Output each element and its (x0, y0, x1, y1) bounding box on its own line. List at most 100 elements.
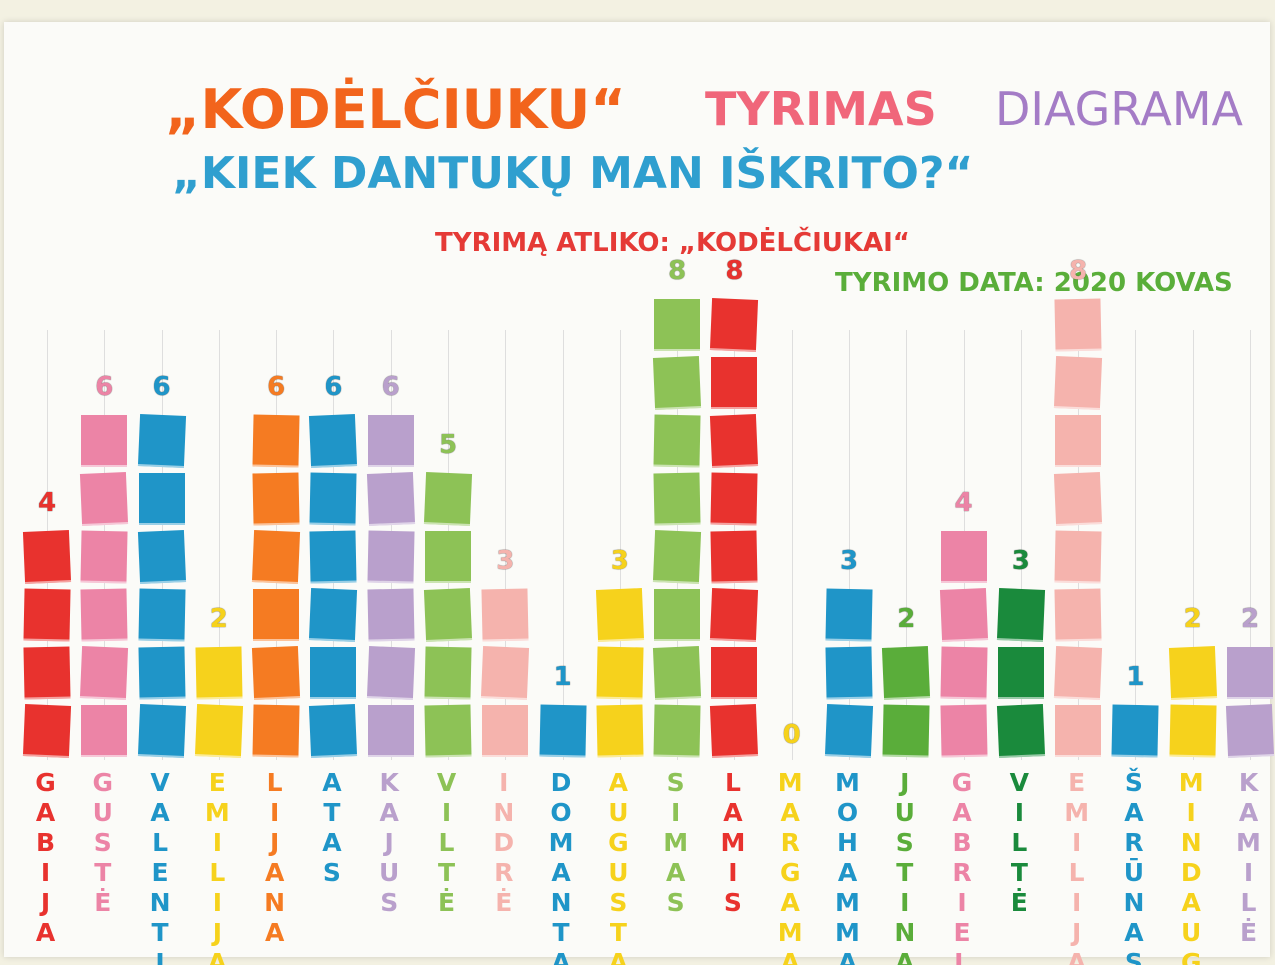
tooth-square (711, 473, 758, 526)
value-label: 4 (27, 488, 67, 518)
bar (941, 528, 987, 760)
tooth-square (711, 531, 758, 584)
tooth-square (1055, 705, 1101, 757)
tooth-square (310, 647, 356, 699)
value-label: 6 (142, 372, 182, 402)
title-part: „KODĖLČIUKU“ (165, 78, 626, 141)
category-label: GUSTĖ (88, 768, 117, 918)
tooth-square (653, 530, 701, 584)
tooth-square (482, 705, 528, 757)
tooth-square (710, 298, 758, 352)
tooth-square (710, 414, 758, 468)
tooth-square (1055, 299, 1102, 352)
tooth-square (1054, 356, 1102, 410)
value-label: 6 (371, 372, 411, 402)
tooth-square (368, 705, 414, 757)
tooth-square (596, 647, 643, 700)
tooth-square (367, 589, 414, 642)
tooth-square (23, 647, 70, 700)
value-label: 6 (84, 372, 124, 402)
bar (1227, 644, 1273, 760)
tooth-square (252, 530, 300, 584)
tooth-square (253, 705, 300, 758)
tooth-square (81, 705, 127, 757)
tooth-square (139, 473, 185, 525)
tooth-square (596, 588, 644, 642)
tooth-square (883, 705, 930, 758)
tooth-square (252, 646, 300, 700)
tooth-square (137, 704, 185, 758)
value-label: 1 (1115, 662, 1155, 692)
bar (310, 412, 356, 760)
tooth-square (1055, 531, 1102, 584)
tooth-square (654, 705, 701, 758)
tooth-square (1054, 472, 1102, 526)
value-label: 3 (1001, 546, 1041, 576)
tooth-square (81, 589, 128, 642)
tooth-square (654, 473, 701, 526)
bar (826, 586, 872, 760)
category-label: KAJUS (375, 768, 404, 918)
bar (81, 412, 127, 760)
subtitle: „KIEK DANTUKŲ MAN IŠKRITO?“ (172, 148, 973, 199)
tooth-square (138, 647, 185, 700)
bar (540, 702, 586, 760)
tooth-square (539, 705, 586, 758)
tooth-square (654, 415, 701, 468)
tooth-square (309, 588, 357, 642)
tooth-square (997, 588, 1045, 642)
tooth-square (1169, 705, 1216, 758)
tooth-square (1055, 415, 1101, 467)
tooth-square (940, 647, 987, 700)
category-label: VILTĖ (432, 768, 461, 918)
value-label: 8 (1058, 256, 1098, 286)
value-label: 0 (772, 720, 812, 750)
tooth-square (424, 647, 471, 700)
tooth-square (367, 472, 415, 526)
value-label: 8 (657, 256, 697, 286)
tooth-square (253, 589, 299, 641)
tooth-square (81, 531, 128, 584)
bar (998, 586, 1044, 760)
category-label: MARGAMAD (776, 768, 805, 958)
tooth-square (23, 530, 71, 584)
tooth-square (310, 473, 357, 526)
value-label: 3 (829, 546, 869, 576)
value-label: 2 (1173, 604, 1213, 634)
category-label: GABRIELĖ (948, 768, 977, 958)
value-label: 2 (886, 604, 926, 634)
tooth-square (1226, 704, 1274, 758)
tooth-square (367, 531, 414, 584)
tooth-square (80, 472, 128, 526)
category-label: KAMILĖ (1234, 768, 1263, 948)
tooth-square (309, 414, 357, 468)
title-part: TYRIMAS (705, 82, 937, 136)
bar (24, 528, 70, 760)
tooth-square (253, 473, 300, 526)
tooth-square (1169, 646, 1217, 700)
tooth-square (710, 588, 758, 642)
category-label: LIJANA (260, 768, 289, 948)
value-label: 3 (485, 546, 525, 576)
value-label: 2 (199, 604, 239, 634)
bar (425, 470, 471, 760)
tooth-square (481, 646, 529, 700)
guide-line (563, 330, 564, 760)
value-label: 8 (714, 256, 754, 286)
category-label: EMILIJA (1062, 768, 1091, 958)
value-label: 6 (256, 372, 296, 402)
tooth-square (940, 705, 987, 758)
tooth-square (1112, 705, 1159, 758)
tooth-square (23, 589, 70, 642)
tooth-square (424, 588, 472, 642)
tooth-square (309, 704, 357, 758)
tooth-square (367, 646, 415, 700)
category-label: MOHAMMAD (833, 768, 862, 958)
value-label: 4 (944, 488, 984, 518)
tooth-square (80, 646, 128, 700)
value-label: 5 (428, 430, 468, 460)
category-label: VALENTINA (146, 768, 175, 958)
page: „KODĖLČIUKU“ TYRIMAS DIAGRAMA „KIEK DANT… (0, 0, 1275, 965)
author: TYRIMĄ ATLIKO: „KODĖLČIUKAI“ (435, 228, 910, 258)
bar (1112, 702, 1158, 760)
